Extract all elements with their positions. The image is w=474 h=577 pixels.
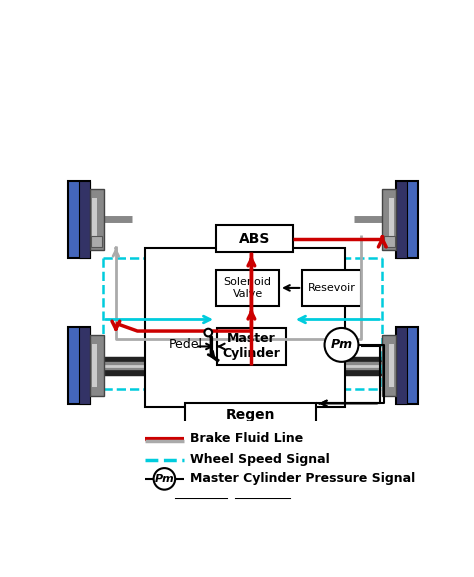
Circle shape bbox=[154, 468, 175, 490]
Bar bbox=[79, 181, 90, 258]
Bar bbox=[396, 181, 418, 258]
Text: ABS: ABS bbox=[239, 231, 270, 246]
Bar bbox=[217, 328, 286, 365]
Bar bbox=[92, 344, 97, 387]
Circle shape bbox=[325, 328, 358, 362]
Text: Solenoid
Valve: Solenoid Valve bbox=[224, 277, 272, 299]
Bar bbox=[302, 270, 361, 306]
Bar bbox=[383, 335, 396, 396]
Bar bbox=[396, 327, 418, 404]
Text: Pm: Pm bbox=[155, 474, 174, 484]
Bar bbox=[91, 237, 102, 247]
Bar bbox=[396, 181, 407, 258]
Bar bbox=[396, 327, 407, 404]
Text: Resevoir: Resevoir bbox=[308, 283, 356, 293]
Bar bbox=[384, 237, 395, 247]
Bar bbox=[137, 421, 422, 498]
Bar bbox=[90, 189, 103, 250]
Bar bbox=[185, 403, 316, 444]
Bar bbox=[92, 198, 97, 241]
Text: Pm: Pm bbox=[330, 338, 353, 351]
Text: Brake Fluid Line: Brake Fluid Line bbox=[190, 432, 303, 445]
Bar bbox=[389, 344, 394, 387]
Text: Pedel: Pedel bbox=[169, 338, 203, 351]
Text: Battery
SOC%: Battery SOC% bbox=[237, 467, 289, 495]
Bar bbox=[145, 248, 346, 407]
Bar bbox=[68, 181, 90, 258]
Text: Wheel Speed Signal: Wheel Speed Signal bbox=[190, 453, 329, 466]
Bar bbox=[216, 270, 279, 306]
Text: Motor
RPM: Motor RPM bbox=[181, 467, 222, 495]
Bar bbox=[383, 189, 396, 250]
Bar bbox=[90, 335, 103, 396]
Bar bbox=[216, 225, 293, 253]
Text: Master
Cylinder: Master Cylinder bbox=[222, 332, 280, 361]
Text: Regen
Control Unit: Regen Control Unit bbox=[203, 409, 298, 439]
Bar bbox=[68, 327, 90, 404]
Bar bbox=[389, 198, 394, 241]
Bar bbox=[236, 464, 290, 498]
Circle shape bbox=[204, 329, 212, 336]
Bar bbox=[79, 327, 90, 404]
Text: Master Cylinder Pressure Signal: Master Cylinder Pressure Signal bbox=[190, 473, 415, 485]
Bar bbox=[176, 464, 227, 498]
